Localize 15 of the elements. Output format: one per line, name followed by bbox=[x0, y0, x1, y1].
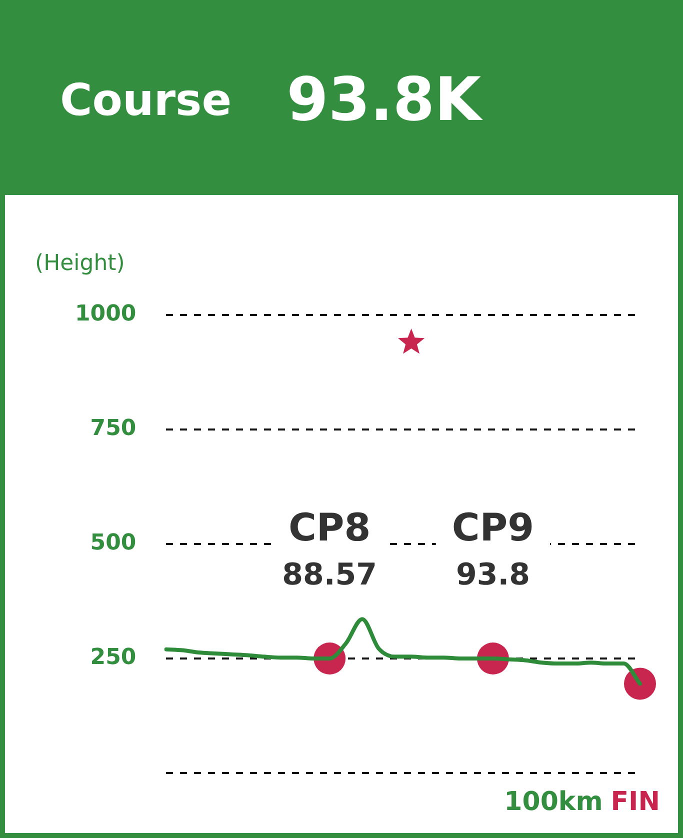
point bbox=[398, 328, 425, 354]
y-tick-label: 1000 bbox=[74, 302, 136, 327]
text: FIN bbox=[610, 786, 660, 817]
annotation: 93.8 bbox=[456, 557, 530, 592]
chart-title: Course bbox=[60, 74, 232, 126]
annotation: CP8 bbox=[288, 505, 371, 550]
y-tick-label: 250 bbox=[90, 645, 136, 670]
annotation: CP9 bbox=[452, 505, 534, 550]
point bbox=[624, 668, 656, 700]
annotation: 88.57 bbox=[282, 557, 378, 592]
y-axis-title: (Height) bbox=[35, 251, 125, 276]
chart-subtitle: 93.8K bbox=[286, 65, 482, 135]
y-tick-label: 500 bbox=[90, 530, 136, 556]
text: 100km bbox=[504, 786, 603, 817]
y-tick-label: 750 bbox=[90, 416, 136, 442]
